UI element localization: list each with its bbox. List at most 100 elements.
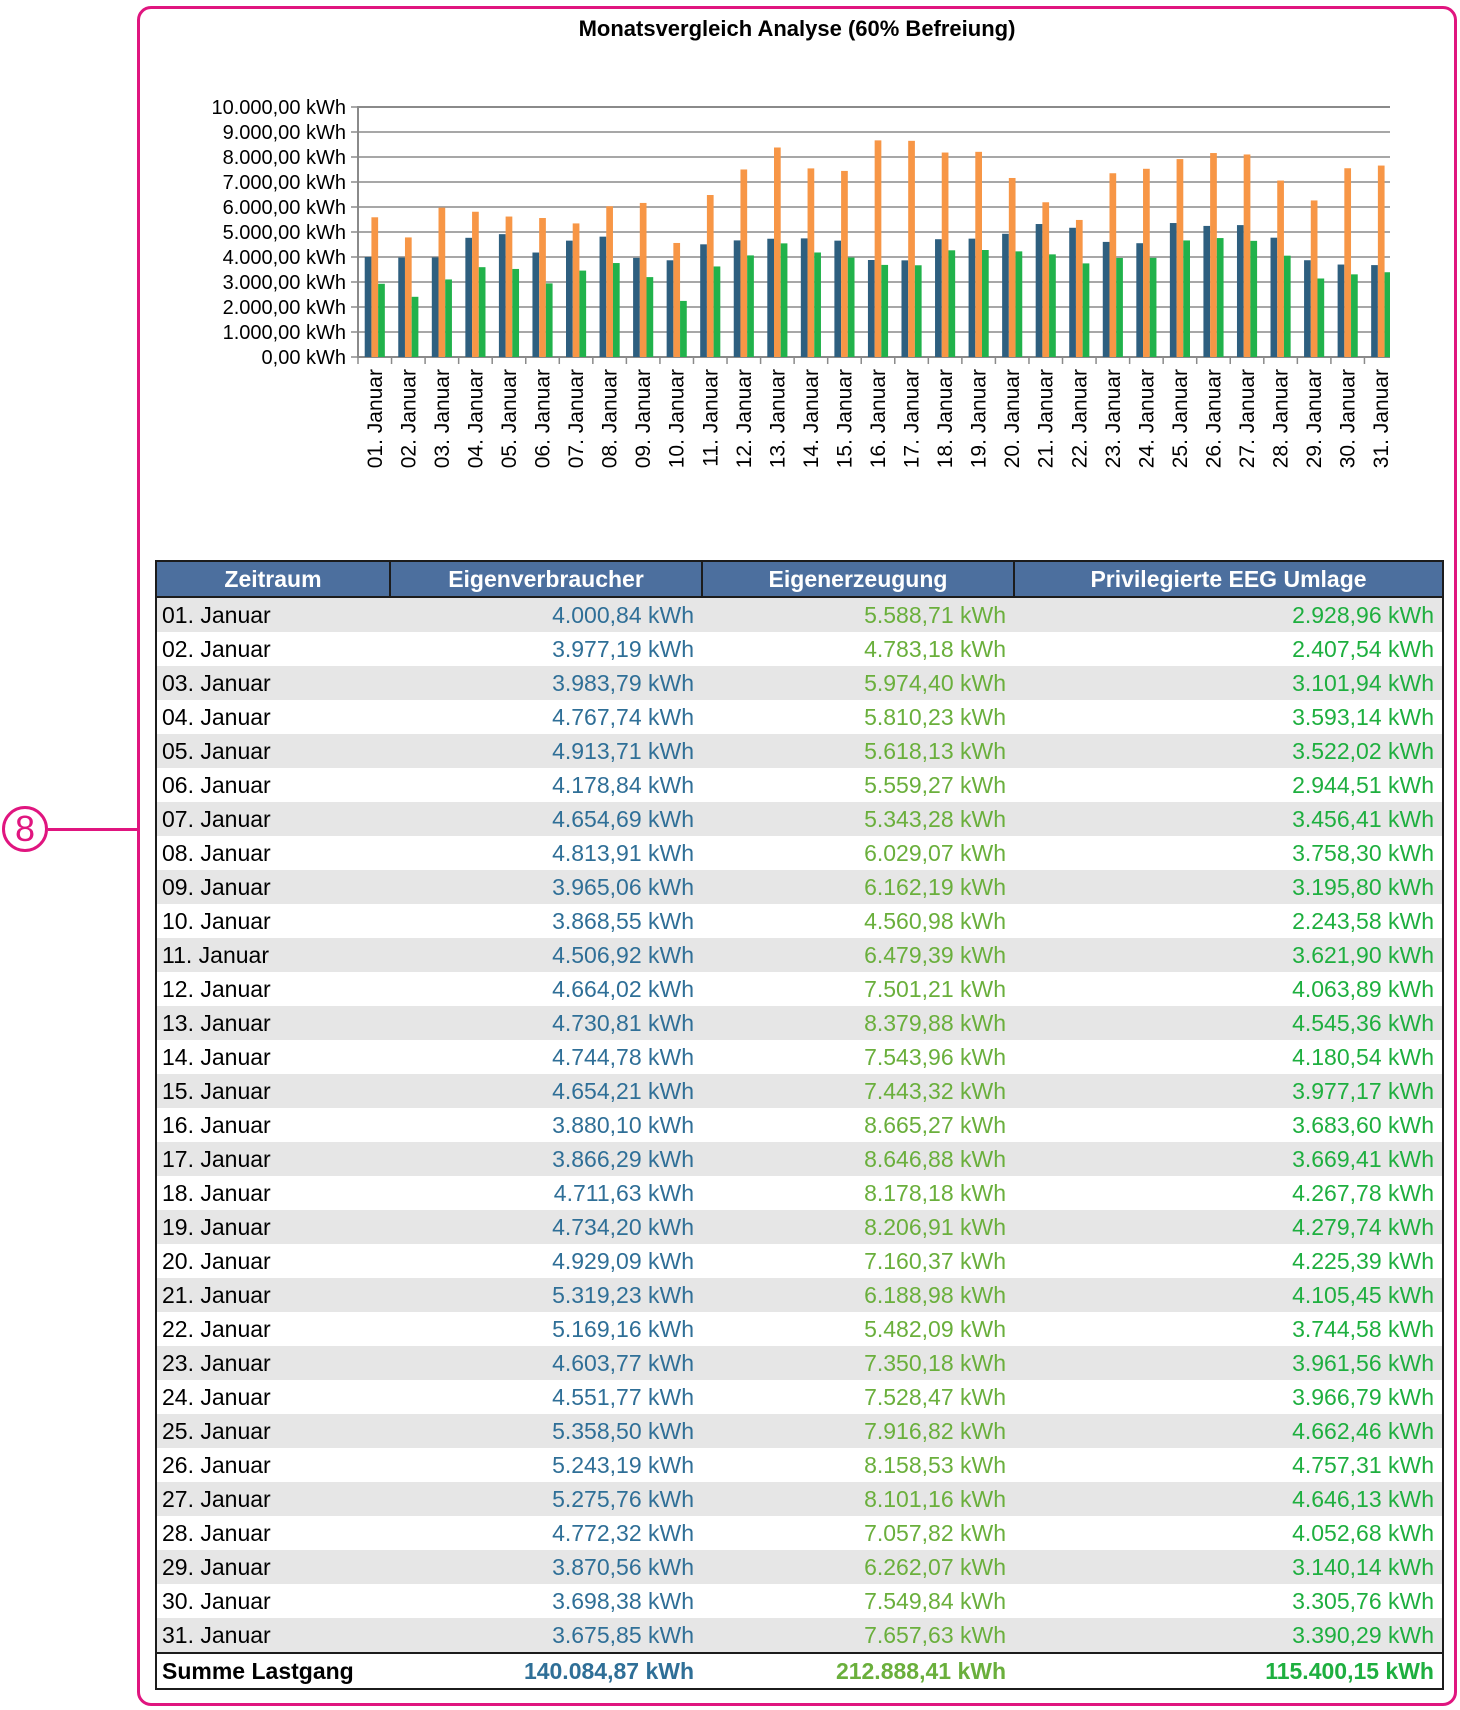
y-tick-label: 6.000,00 kWh (223, 197, 346, 219)
bar (834, 240, 842, 357)
bar (646, 277, 654, 357)
y-tick-label: 3.000,00 kWh (223, 272, 346, 294)
x-tick-label: 02. Januar (397, 369, 420, 468)
bar (841, 170, 848, 357)
bar (941, 152, 949, 357)
row-date: 28. Januar (162, 1519, 271, 1546)
bar (1049, 254, 1056, 357)
x-tick-label: 06. Januar (532, 369, 555, 468)
bar (740, 169, 748, 357)
row-eigenerzeugung: 7.543,96 kWh (864, 1043, 1006, 1070)
row-eeg-umlage: 3.305,76 kWh (1292, 1587, 1434, 1614)
bar (1317, 278, 1325, 357)
total-label: Summe Lastgang (155, 1652, 390, 1690)
row-eigenverbraucher: 4.813,91 kWh (552, 839, 694, 866)
table-row: 05. Januar 4.913,71 kWh 5.618,13 kWh 3.522,… (156, 734, 1443, 768)
row-eigenverbraucher: 4.744,78 kWh (552, 1043, 694, 1070)
x-tick-label: 27. Januar (1236, 369, 1259, 468)
row-eigenerzeugung: 5.618,13 kWh (702, 734, 1014, 768)
bar (566, 240, 573, 357)
table-row: 08. Januar 4.813,91 kWh 6.029,07 kWh 3.758,… (156, 836, 1443, 870)
row-eeg-umlage: 4.545,36 kWh (1014, 1006, 1443, 1040)
y-tick-label: 7.000,00 kWh (223, 172, 346, 194)
bar (633, 257, 640, 357)
row-eeg-umlage: 4.105,45 kWh (1014, 1278, 1443, 1312)
table-body: 01. Januar 4.000,84 kWh 5.588,71 kWh 2.928,… (156, 597, 1443, 1653)
bar (1250, 240, 1258, 357)
bar (680, 300, 687, 357)
row-eigenverbraucher: 4.767,74 kWh (552, 703, 694, 730)
bar (498, 234, 506, 357)
row-eigenverbraucher: 4.654,21 kWh (390, 1074, 702, 1108)
bar (901, 260, 909, 357)
bar (431, 257, 439, 357)
row-date: 07. Januar (156, 802, 390, 836)
table-row: 25. Januar 5.358,50 kWh 7.916,82 kWh 4.662,… (156, 1414, 1443, 1448)
table-row: 31. Januar 3.675,85 kWh 7.657,63 kWh 3.390,… (156, 1618, 1443, 1653)
row-eigenerzeugung: 6.162,19 kWh (702, 870, 1014, 904)
row-eeg-umlage: 3.140,14 kWh (1014, 1550, 1443, 1584)
table-row: 24. Januar 4.551,77 kWh 7.528,47 kWh 3.966,… (156, 1380, 1443, 1414)
bar (606, 206, 613, 357)
header-eigenverbraucher[interactable]: Eigenverbraucher (389, 560, 703, 598)
row-date: 20. Januar (162, 1247, 271, 1274)
header-zeitraum[interactable]: Zeitraum (155, 560, 391, 598)
bar (1344, 168, 1352, 357)
bar (445, 279, 452, 357)
table-row: 14. Januar 4.744,78 kWh 7.543,96 kWh 4.180,… (156, 1040, 1443, 1074)
bar (532, 252, 540, 357)
row-date: 27. Januar (156, 1482, 390, 1516)
row-eigenerzeugung: 5.588,71 kWh (702, 597, 1014, 632)
bar (706, 195, 714, 357)
bar (975, 151, 982, 357)
row-eigenverbraucher: 4.772,32 kWh (552, 1519, 694, 1546)
row-eigenerzeugung: 7.443,32 kWh (702, 1074, 1014, 1108)
row-eeg-umlage: 3.669,41 kWh (1014, 1142, 1443, 1176)
row-date: 31. Januar (156, 1618, 390, 1653)
x-tick-label: 20. Januar (1001, 369, 1024, 468)
bar (1143, 168, 1150, 357)
row-date: 14. Januar (162, 1043, 271, 1070)
bar (700, 244, 707, 357)
bar (767, 238, 774, 357)
row-eigenerzeugung: 5.482,09 kWh (864, 1315, 1006, 1342)
row-date: 01. Januar (156, 597, 390, 632)
row-eigenerzeugung: 7.657,63 kWh (702, 1618, 1014, 1653)
bar (867, 259, 875, 357)
row-eigenverbraucher: 3.698,38 kWh (552, 1587, 694, 1614)
row-date: 12. Januar (162, 975, 271, 1002)
header-eigenerzeugung[interactable]: Eigenerzeugung (701, 560, 1015, 598)
y-tick-label: 2.000,00 kWh (223, 297, 346, 319)
bar (539, 218, 546, 357)
bar (411, 296, 419, 357)
y-tick-label: 9.000,00 kWh (223, 122, 346, 144)
x-tick-label: 28. Januar (1270, 369, 1293, 468)
row-eeg-umlage: 4.180,54 kWh (1292, 1043, 1434, 1070)
table-row: 30. Januar 3.698,38 kWh 7.549,84 kWh 3.305,… (156, 1584, 1443, 1618)
total-eigenerzeugung: 212.888,41 kWh (702, 1652, 1014, 1690)
x-tick-label: 08. Januar (599, 369, 622, 468)
bar (1109, 173, 1117, 357)
table-row: 06. Januar 4.178,84 kWh 5.559,27 kWh 2.944,… (156, 768, 1443, 802)
row-eigenverbraucher: 4.711,63 kWh (553, 1179, 694, 1206)
row-eeg-umlage: 4.757,31 kWh (1292, 1451, 1434, 1478)
row-eigenverbraucher: 4.603,77 kWh (390, 1346, 702, 1380)
bar (1082, 263, 1090, 357)
bar (1371, 265, 1378, 357)
table-row: 11. Januar 4.506,92 kWh 6.479,39 kWh 3.621,… (156, 938, 1443, 972)
x-tick-label: 13. Januar (766, 369, 789, 468)
row-date: 09. Januar (156, 870, 390, 904)
callout-connector-line (48, 828, 138, 831)
row-eigenverbraucher: 5.358,50 kWh (390, 1414, 702, 1448)
bar (1069, 227, 1076, 357)
bar (1169, 223, 1177, 357)
table-row: 09. Januar 3.965,06 kWh 6.162,19 kWh 3.195,… (156, 870, 1443, 904)
row-eigenverbraucher: 4.506,92 kWh (390, 938, 702, 972)
row-eeg-umlage: 3.758,30 kWh (1292, 839, 1434, 866)
row-eigenerzeugung: 5.974,40 kWh (702, 666, 1014, 700)
bar (1277, 180, 1284, 357)
header-eeg-umlage[interactable]: Privilegierte EEG Umlage (1013, 560, 1444, 598)
x-tick-label: 29. Januar (1303, 369, 1326, 468)
bar (612, 263, 620, 357)
row-eigenverbraucher: 3.866,29 kWh (390, 1142, 702, 1176)
